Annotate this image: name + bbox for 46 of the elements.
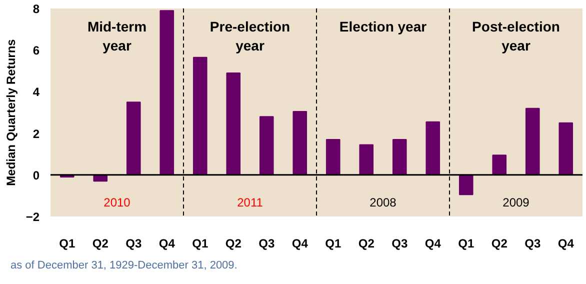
x-tick-label: Q3 xyxy=(126,236,142,250)
x-tick-label: Q2 xyxy=(358,236,375,250)
y-tick-label: −2 xyxy=(26,210,40,224)
x-tick-label: Q4 xyxy=(158,236,176,250)
bar xyxy=(292,110,308,176)
bar xyxy=(326,139,340,176)
annotation: Election year xyxy=(339,18,428,34)
y-tick-label: 2 xyxy=(32,126,40,141)
x-tick-label: Q1 xyxy=(325,236,342,250)
x-tick-label: Q4 xyxy=(558,236,574,250)
y-axis-title: Median Quarterly Returns xyxy=(4,38,18,186)
annotation: Post-election year xyxy=(472,18,560,54)
bar xyxy=(426,121,440,176)
annotation: 2010 xyxy=(104,196,131,210)
x-tick-label: Q4 xyxy=(292,236,308,250)
annotation: 2008 xyxy=(370,196,397,210)
annotation: 2011 xyxy=(237,196,264,210)
x-tick-label: Q3 xyxy=(524,236,541,250)
y-tick-label: 4 xyxy=(32,85,40,100)
bar xyxy=(226,72,241,176)
bar xyxy=(259,116,274,176)
y-tick-label: 6 xyxy=(32,44,40,58)
bar xyxy=(525,108,540,176)
y-tick-label: 0 xyxy=(32,168,40,182)
x-tick-label: Q4 xyxy=(424,236,442,250)
annotation: Mid-term year xyxy=(87,18,147,54)
annotation: 2009 xyxy=(502,196,530,210)
bar xyxy=(160,10,174,176)
bar xyxy=(492,154,507,176)
bar xyxy=(126,102,141,176)
bar xyxy=(392,139,407,176)
x-tick-label: Q3 xyxy=(392,236,408,250)
x-tick-label: Q1 xyxy=(192,236,208,250)
x-tick-label: Q2 xyxy=(92,236,109,250)
y-tick-label: 8 xyxy=(32,2,40,16)
x-tick-label: Q2 xyxy=(225,236,242,250)
bar xyxy=(359,144,374,176)
x-tick-label: Q1 xyxy=(458,236,474,250)
x-tick-label: Q2 xyxy=(491,236,508,250)
bar xyxy=(192,56,208,176)
text: as of December 31, 1929-December 31, 2009. xyxy=(10,260,238,272)
x-tick-label: Q3 xyxy=(258,236,275,250)
bar xyxy=(558,122,574,176)
bar xyxy=(458,174,474,196)
x-tick-label: Q1 xyxy=(59,236,76,250)
annotation: Pre-election year xyxy=(210,18,290,54)
